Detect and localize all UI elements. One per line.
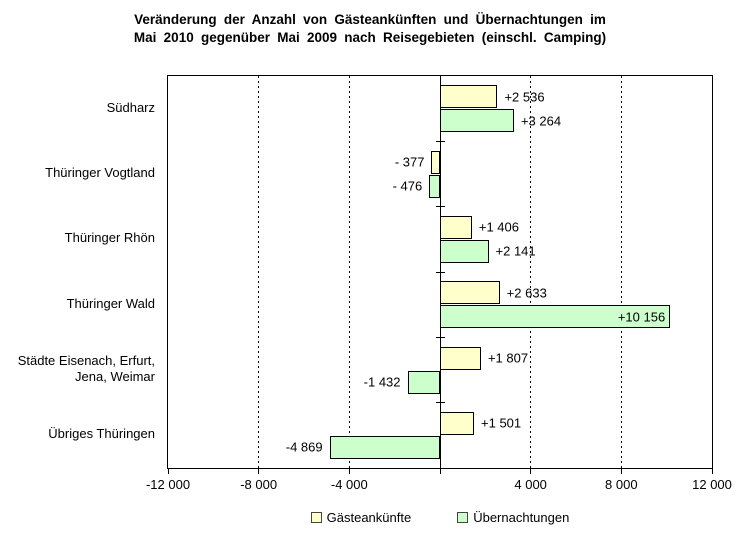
bar-gaesteankuenfte-0	[440, 85, 498, 109]
category-boundary-tick	[435, 206, 445, 208]
legend: Gästeankünfte Übernachtungen	[167, 510, 713, 525]
chart-title-line2: Mai 2010 gegenüber Mai 2009 nach Reisege…	[133, 30, 607, 45]
bar-value-label: -4 869	[285, 439, 323, 455]
bar-value-label: - 377	[394, 154, 425, 170]
bar-value-label: +1 501	[481, 415, 522, 431]
bar-value-label: +2 536	[504, 89, 545, 105]
x-axis-tick	[530, 469, 532, 474]
gridline	[348, 76, 350, 468]
x-axis-tick	[620, 469, 622, 474]
bar-value-label: +10 156	[617, 309, 666, 325]
gridline	[530, 76, 532, 468]
x-tick-label: -4 000	[330, 477, 368, 492]
category-label: Südharz	[106, 99, 155, 115]
category-boundary-tick	[435, 271, 445, 273]
bar-gaesteankuenfte-2	[440, 215, 472, 239]
category-label: Thüringer Vogtland	[45, 165, 155, 180]
legend-swatch-icon	[310, 512, 322, 523]
category-boundary-tick	[435, 402, 445, 404]
bar-uebernachtungen-1	[429, 174, 440, 198]
bar-gaesteankuenfte-5	[440, 411, 475, 435]
x-tick-label: -8 000	[240, 477, 278, 492]
bar-gaesteankuenfte-1	[431, 150, 440, 174]
x-tick-label: 12 000	[692, 477, 732, 492]
x-axis-tick	[348, 469, 350, 474]
chart-title: Veränderung der Anzahl von Gästeankünfte…	[0, 11, 740, 47]
bar-value-label: -1 432	[363, 374, 401, 390]
legend-swatch-icon	[457, 512, 469, 523]
category-label: Städte Eisenach, Erfurt, Jena, Weimar	[17, 353, 155, 384]
legend-item-1: Übernachtungen	[457, 510, 569, 525]
bar-uebernachtungen-0	[440, 109, 514, 133]
x-tick-label: 4 000	[514, 477, 547, 492]
bar-value-label: +1 807	[487, 350, 529, 366]
legend-label: Übernachtungen	[473, 510, 570, 525]
gridline	[620, 76, 622, 468]
chart-title-line1: Veränderung der Anzahl von Gästeankünfte…	[134, 12, 606, 27]
bar-value-label: +2 141	[495, 243, 536, 259]
x-tick-label: -12 000	[145, 477, 191, 492]
plot-area: +2 536 - 377 +1 406 +2 633 +1 807 +1 501 +3 26…	[146, 75, 732, 492]
bar-value-label: +2 633	[506, 285, 547, 301]
category-label: Übriges Thüringen	[48, 426, 155, 442]
category-boundary-tick	[435, 336, 445, 338]
legend-label: Gästeankünfte	[326, 510, 412, 525]
bar-gaesteankuenfte-3	[440, 281, 500, 305]
category-boundary-tick	[435, 140, 445, 142]
x-axis-tick	[258, 469, 260, 474]
bar-uebernachtungen-4	[407, 370, 440, 394]
bar-value-label: +1 406	[478, 219, 519, 235]
bar-value-label: +3 264	[520, 113, 562, 129]
bar-uebernachtungen-3	[440, 305, 671, 329]
category-axis-labels: Südharz Thüringer Vogtland Thüringer Rhön T…	[0, 75, 155, 467]
bar-uebernachtungen-5	[329, 435, 440, 459]
x-axis-tick	[711, 469, 713, 474]
gridline	[258, 76, 260, 468]
x-tick-label: 8 000	[605, 477, 638, 492]
x-axis-tick	[439, 469, 441, 474]
category-label: Thüringer Rhön	[64, 230, 155, 246]
bar-gaesteankuenfte-4	[440, 346, 481, 370]
legend-item-0: Gästeankünfte	[310, 510, 412, 525]
bar-value-label: - 476	[392, 178, 423, 194]
category-label: Thüringer Wald	[66, 295, 155, 311]
x-axis-tick	[167, 469, 169, 474]
bar-uebernachtungen-2	[440, 239, 489, 263]
